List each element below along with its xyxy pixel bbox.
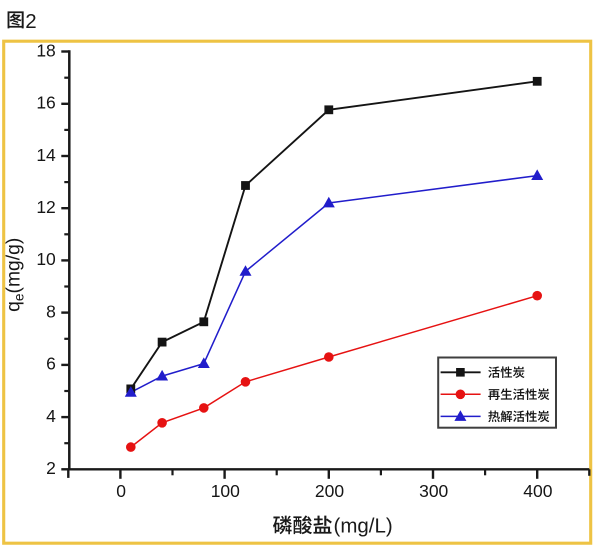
svg-text:8: 8 bbox=[46, 301, 56, 321]
svg-text:14: 14 bbox=[36, 145, 56, 165]
svg-text:6: 6 bbox=[46, 354, 56, 374]
svg-text:qe(mg/g): qe(mg/g) bbox=[3, 238, 26, 312]
svg-text:100: 100 bbox=[211, 481, 240, 501]
svg-text:200: 200 bbox=[315, 481, 344, 501]
svg-text:2: 2 bbox=[25, 10, 36, 33]
svg-text:12: 12 bbox=[36, 197, 55, 217]
svg-text:2: 2 bbox=[46, 458, 56, 478]
svg-text:400: 400 bbox=[523, 481, 552, 501]
svg-text:10: 10 bbox=[36, 249, 56, 269]
svg-text:(mg/L): (mg/L) bbox=[334, 515, 393, 538]
svg-text:300: 300 bbox=[419, 481, 448, 501]
svg-text:4: 4 bbox=[46, 406, 56, 426]
svg-text:16: 16 bbox=[36, 93, 55, 113]
svg-text:0: 0 bbox=[116, 481, 126, 501]
svg-text:18: 18 bbox=[36, 40, 55, 60]
